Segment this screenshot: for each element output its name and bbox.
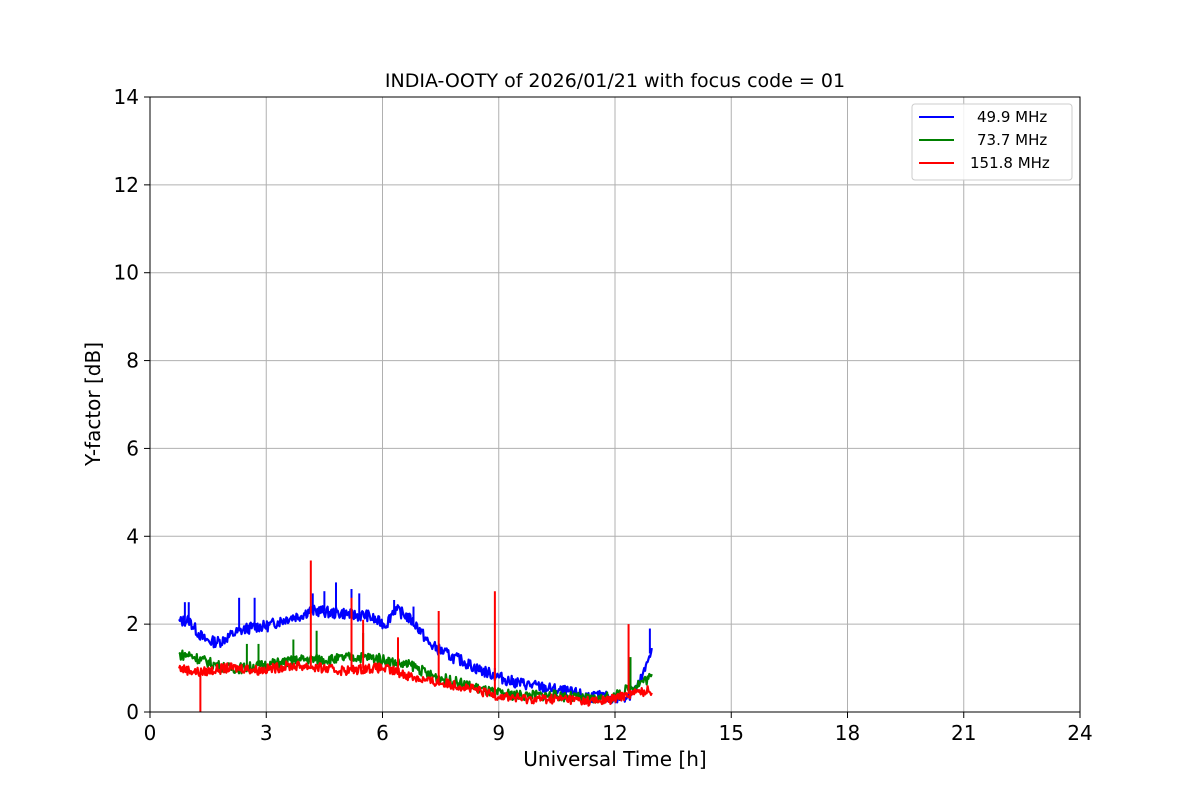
y-tick-label: 8 [126, 349, 139, 373]
chart-title: INDIA-OOTY of 2026/01/21 with focus code… [385, 70, 845, 92]
y-axis-label: Y-factor [dB] [81, 342, 105, 467]
x-tick-label: 9 [492, 721, 505, 745]
series-line [178, 660, 653, 707]
x-axis-label: Universal Time [h] [523, 747, 706, 771]
legend-box [911, 103, 1073, 181]
y-tick-label: 0 [126, 700, 139, 724]
legend-entry-73-7-mhz: 73.7 MHz [977, 131, 1047, 149]
x-tick-label: 6 [376, 721, 389, 745]
series-49-9-mhz [178, 582, 653, 705]
y-tick-label: 6 [126, 436, 139, 460]
x-tick-label: 24 [1067, 721, 1092, 745]
y-tick-label: 12 [114, 173, 139, 197]
legend-entry-49-9-mhz: 49.9 MHz [977, 108, 1047, 126]
y-tick-label: 10 [114, 261, 139, 285]
x-tick-label: 3 [260, 721, 273, 745]
x-tick-label: 18 [835, 721, 860, 745]
series-line [178, 604, 653, 705]
y-tick-label: 2 [126, 612, 139, 636]
legend-entry-151-8-mhz: 151.8 MHz [970, 154, 1050, 172]
series-151-8-mhz [178, 560, 653, 712]
plot-series [178, 560, 653, 712]
x-tick-label: 12 [602, 721, 627, 745]
x-tick-label: 21 [951, 721, 976, 745]
x-tick-label: 0 [144, 721, 157, 745]
y-tick-label: 4 [126, 524, 139, 548]
legend: 49.9 MHz 73.7 MHz 151.8 MHz [911, 103, 1073, 181]
x-tick-label: 15 [719, 721, 744, 745]
y-tick-label: 14 [114, 85, 139, 109]
